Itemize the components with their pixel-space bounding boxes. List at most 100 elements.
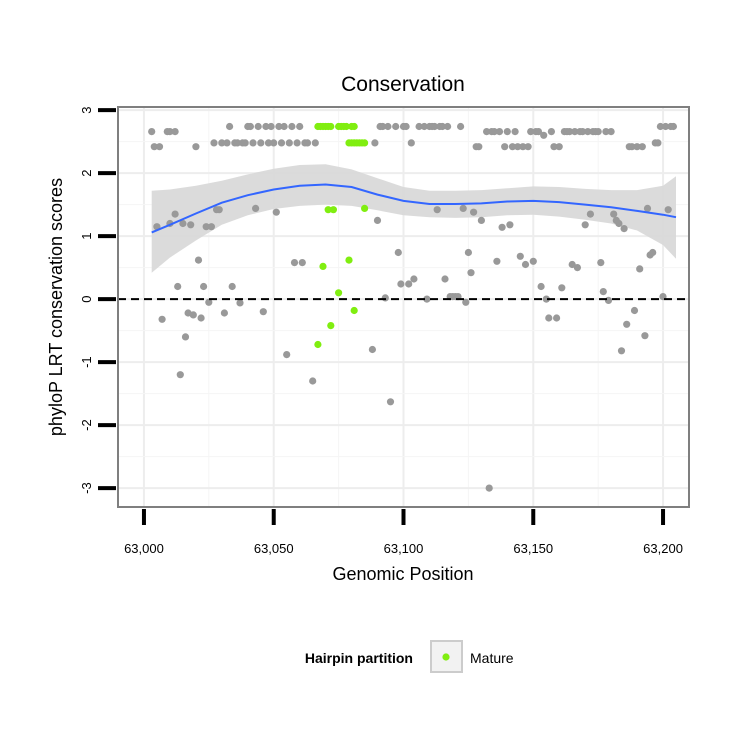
data-point [296,122,304,131]
data-point [604,296,613,304]
data-point [636,265,644,273]
x-tick-label: 63,000 [124,541,164,556]
data-point [462,298,470,306]
y-tick-label: -2 [79,419,94,431]
data-point [309,377,317,385]
data-point [246,122,254,131]
data-point [615,219,623,228]
mature-data-point [335,289,343,297]
data-point [558,284,566,292]
mature-data-point [361,139,369,147]
data-point [179,219,187,228]
legend-label-mature: Mature [470,650,514,666]
legend-key-mature [442,653,450,661]
data-point [483,128,491,136]
data-point [433,206,441,214]
data-point [277,139,286,147]
data-point [664,206,672,214]
data-point [223,139,231,147]
data-point [493,257,501,265]
data-point [514,143,522,151]
data-point [311,139,319,147]
mature-data-point [324,206,332,214]
data-point [394,248,402,257]
data-point [215,206,223,214]
x-tick-label: 63,050 [254,541,294,556]
data-point [521,260,530,269]
data-point [662,122,670,131]
data-point [607,128,615,136]
data-point [218,139,226,147]
data-point [498,223,506,231]
data-point [444,122,452,131]
panel-border [117,106,690,508]
data-point [267,122,275,131]
mature-data-point [361,204,369,212]
data-point [386,398,395,406]
data-point [534,128,543,136]
y-axis: -3 -2 -1 0 1 2 3 [79,107,116,494]
data-point [262,122,270,131]
data-point [181,333,190,341]
data-point [581,221,589,229]
data-point [550,143,558,151]
mature-data-point [350,122,358,131]
data-point [566,128,574,136]
data-point [379,122,387,131]
data-point [420,122,428,131]
data-point [571,128,579,136]
data-point [200,282,208,291]
series-other [148,122,678,492]
data-point [158,315,166,323]
data-point [656,122,665,131]
mature-data-point [327,122,335,131]
data-point [285,139,293,147]
data-point [298,259,306,267]
data-point [485,484,493,492]
data-point [475,143,483,151]
data-point [148,128,156,136]
data-point [438,122,446,131]
data-point [602,128,610,136]
y-axis-label: phyloP LRT conservation scores [46,178,66,436]
x-tick-label: 63,150 [513,541,553,556]
confidence-band [151,164,676,273]
y-tick-label: 3 [79,107,94,114]
data-point [371,139,379,147]
data-point [176,371,184,379]
data-point [249,139,257,147]
data-point [490,128,498,136]
data-point [508,143,517,151]
data-point [630,306,639,315]
data-point [529,257,537,265]
mature-data-point [314,340,322,349]
data-point [270,139,278,147]
data-point [241,139,249,147]
data-point [620,225,628,233]
data-point [392,122,400,131]
mature-data-point [342,122,350,131]
data-point [207,223,215,231]
data-point [597,259,605,267]
x-axis: 63,000 63,050 63,100 63,150 63,200 [124,509,683,556]
data-point [226,122,234,131]
data-point [272,208,280,216]
data-point [280,122,288,131]
data-point [547,128,556,136]
data-point [459,204,467,212]
mature-data-point [329,206,337,214]
data-point [477,216,485,224]
data-point [649,248,657,257]
data-point [155,143,164,151]
chart-title: Conservation [341,73,465,96]
data-point [441,275,449,283]
data-point [174,282,182,291]
data-point [257,139,265,147]
data-point [641,332,649,340]
mature-data-point [319,262,327,270]
data-point [166,128,174,136]
mature-data-point [345,256,353,264]
data-point [290,259,299,267]
data-point [410,275,418,283]
data-point [553,314,561,322]
